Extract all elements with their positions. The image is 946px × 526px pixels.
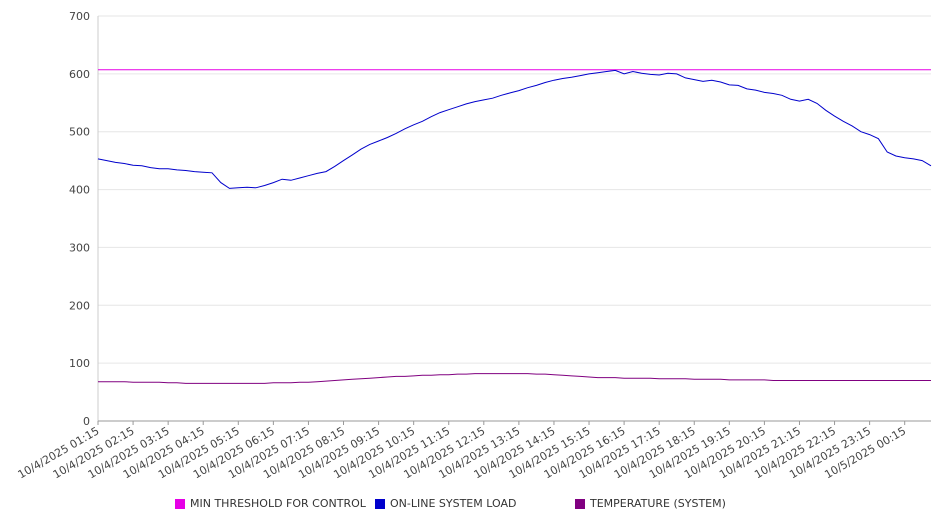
- y-tick-label: 500: [69, 126, 90, 139]
- y-axis: 0 100 200 300 400 500 600 700: [69, 10, 99, 428]
- y-tick-label: 600: [69, 68, 90, 81]
- legend-swatch-system-load: [375, 498, 385, 509]
- grid-lines: [98, 15, 931, 364]
- series-line-system-load: [97, 69, 932, 189]
- y-tick-label: 0: [83, 415, 90, 428]
- y-tick-label: 400: [69, 184, 90, 197]
- series-line-temperature: [98, 373, 931, 384]
- legend: MIN THRESHOLD FOR CONTROL ON-LINE SYSTEM…: [0, 497, 946, 515]
- legend-swatch-threshold: [175, 498, 185, 509]
- legend-label-threshold: MIN THRESHOLD FOR CONTROL: [190, 497, 366, 510]
- legend-label-temperature: TEMPERATURE (SYSTEM): [590, 497, 726, 510]
- legend-item-temperature: TEMPERATURE (SYSTEM): [575, 497, 726, 510]
- legend-item-threshold: MIN THRESHOLD FOR CONTROL: [175, 497, 366, 510]
- y-tick-label: 700: [69, 10, 90, 23]
- legend-item-system-load: ON-LINE SYSTEM LOAD: [375, 497, 516, 510]
- legend-label-system-load: ON-LINE SYSTEM LOAD: [390, 497, 517, 510]
- y-tick-label: 200: [69, 299, 90, 312]
- series-layer: [97, 69, 932, 384]
- y-tick-label: 300: [69, 241, 90, 254]
- y-tick-label: 100: [69, 357, 90, 370]
- legend-swatch-temperature: [575, 498, 585, 509]
- line-chart: 0 100 200 300 400 500 600 700 10/4/2025 01:1510…: [16, 10, 932, 481]
